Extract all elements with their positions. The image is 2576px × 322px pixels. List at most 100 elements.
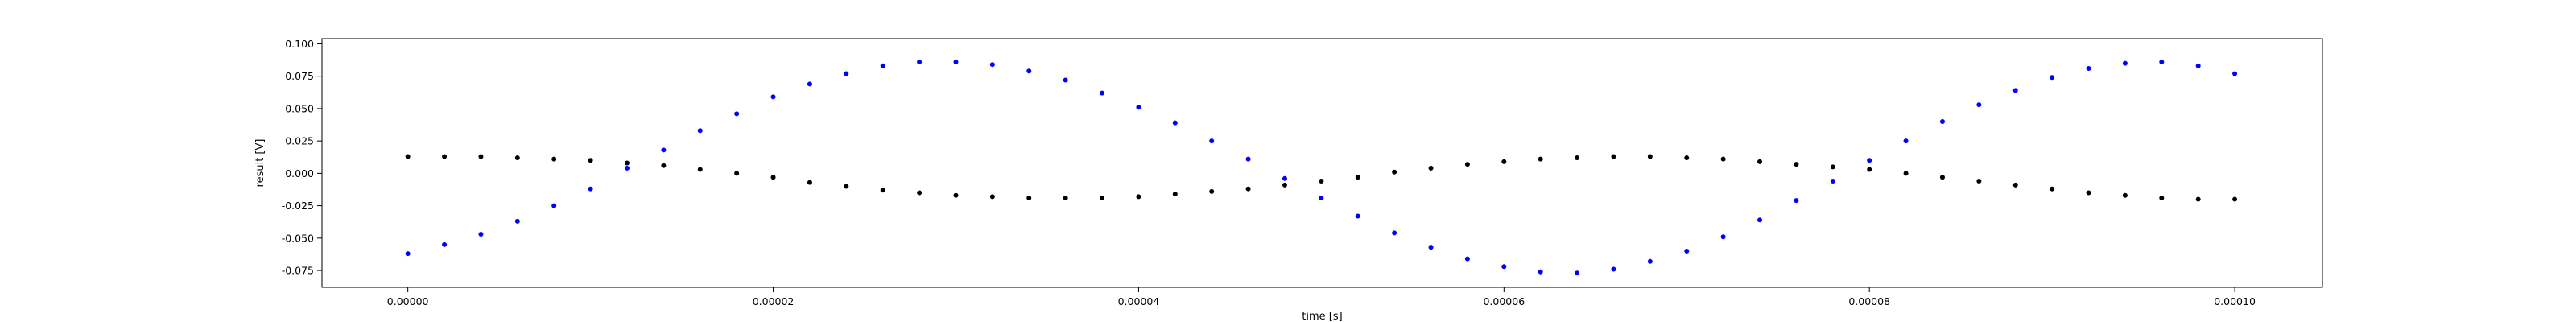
data-point (1209, 138, 1215, 144)
data-point (2086, 190, 2091, 196)
data-point (442, 242, 448, 247)
data-point (1903, 138, 1909, 144)
data-point (844, 71, 849, 76)
data-point (2159, 59, 2165, 64)
data-point (2122, 60, 2128, 66)
data-point (1428, 245, 1434, 250)
data-point (2086, 66, 2091, 72)
data-point (1026, 195, 1032, 200)
y-tick-label: 0.025 (285, 135, 314, 147)
plot-area (405, 59, 2238, 276)
data-point (1355, 213, 1360, 219)
x-tick-label: 0.00008 (1848, 295, 1890, 308)
x-tick-label: 0.00004 (1118, 295, 1160, 308)
y-tick-label: 0.050 (285, 102, 314, 114)
data-point (624, 160, 630, 166)
data-point (2159, 195, 2165, 200)
data-point (624, 165, 630, 171)
data-point (2013, 88, 2018, 93)
x-tick-label: 0.00010 (2214, 295, 2256, 308)
data-point (405, 251, 411, 257)
data-point (2050, 186, 2055, 192)
x-tick-label: 0.00002 (753, 295, 795, 308)
data-point (770, 94, 776, 100)
data-point (1392, 169, 1397, 175)
data-point (1464, 162, 1470, 167)
data-point (1939, 175, 1945, 180)
data-point (1647, 258, 1653, 264)
data-point (1355, 175, 1360, 180)
data-point (953, 59, 959, 64)
data-point (1282, 182, 1287, 188)
y-axis: -0.075 -0.050 -0.025 0.000 0.025 0.050 0.075 0.… (282, 38, 322, 277)
data-point (734, 111, 740, 117)
data-point (1501, 159, 1507, 164)
data-point (1282, 175, 1287, 181)
data-point (2195, 196, 2201, 202)
y-tick-label: -0.025 (282, 200, 314, 212)
data-point (844, 184, 849, 189)
y-tick-label: 0.075 (285, 70, 314, 82)
data-point (1575, 155, 1580, 161)
data-point (442, 154, 448, 159)
data-point (1245, 156, 1251, 162)
data-point (1830, 164, 1835, 170)
y-tick-label: -0.075 (282, 265, 314, 277)
data-point (807, 81, 812, 87)
data-point (661, 163, 667, 168)
y-tick-label: -0.050 (282, 232, 314, 244)
data-point (1867, 167, 1872, 172)
x-axis-label: time [s] (1302, 311, 1342, 322)
data-point (1684, 248, 1690, 254)
data-point (405, 154, 411, 159)
data-point (1172, 192, 1178, 197)
data-point (588, 158, 593, 163)
data-point (807, 180, 812, 185)
data-point (1575, 270, 1580, 276)
data-point (917, 59, 923, 64)
data-point (1903, 171, 1909, 176)
data-point (1464, 256, 1470, 262)
data-point (2050, 75, 2055, 80)
data-point (1100, 195, 1105, 200)
data-point (551, 203, 557, 208)
data-point (1757, 159, 1763, 164)
data-point (2232, 196, 2238, 202)
data-point (661, 147, 667, 153)
data-point (1939, 119, 1945, 124)
data-point (1976, 179, 1982, 184)
data-point (1720, 156, 1726, 162)
data-point (1063, 77, 1068, 83)
data-point (989, 62, 995, 68)
data-point (989, 194, 995, 200)
data-point (880, 188, 886, 193)
data-point (1611, 154, 1616, 159)
data-point (588, 186, 593, 192)
data-point (551, 156, 557, 162)
data-point (2232, 71, 2238, 76)
data-point (1538, 156, 1543, 162)
data-point (2195, 63, 2201, 68)
data-point (1319, 195, 1324, 200)
data-point (1501, 264, 1507, 270)
data-point (1063, 195, 1068, 200)
y-tick-label: 0.100 (285, 38, 314, 50)
data-point (2013, 182, 2018, 188)
data-point (1172, 120, 1178, 126)
axes-frame (321, 38, 2323, 288)
data-point (697, 167, 703, 172)
data-point (917, 190, 923, 196)
data-point (770, 175, 776, 180)
data-point (1245, 186, 1251, 192)
data-point (514, 155, 520, 161)
data-point (1684, 155, 1690, 161)
series-2 (405, 154, 2238, 202)
data-point (1757, 217, 1763, 223)
x-tick-label: 0.00000 (387, 295, 429, 308)
data-point (953, 192, 959, 198)
data-point (1976, 102, 1982, 108)
data-point (1538, 269, 1543, 275)
